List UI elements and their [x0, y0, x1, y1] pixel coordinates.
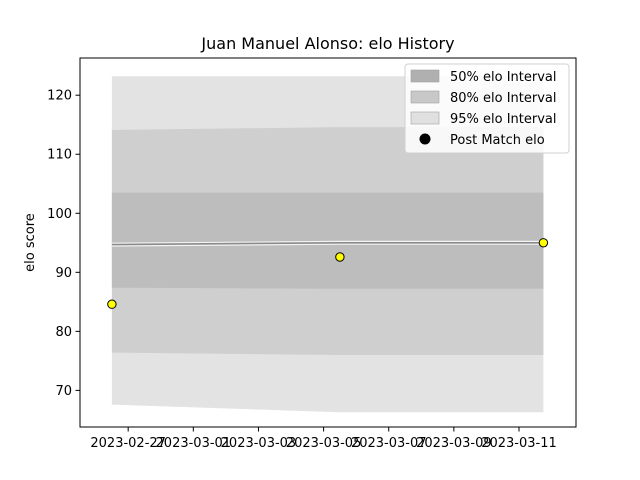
- y-tick-label: 70: [55, 384, 72, 399]
- median-line-group: [112, 243, 544, 245]
- y-tick-label: 100: [47, 207, 72, 222]
- chart-title: Juan Manuel Alonso: elo History: [200, 34, 454, 53]
- legend-marker-point: [420, 134, 431, 145]
- legend: 50% elo Interval 80% elo Interval 95% elo …: [405, 64, 569, 153]
- legend-label: Post Match elo: [450, 133, 545, 148]
- legend-patch: [411, 91, 439, 103]
- y-tick-label: 90: [55, 266, 72, 281]
- y-axis-label: elo score: [23, 213, 38, 272]
- legend-label: 95% elo Interval: [450, 112, 557, 127]
- y-tick-label: 80: [55, 325, 72, 340]
- post-match-point: [108, 300, 116, 308]
- y-tick-label: 120: [47, 89, 72, 104]
- legend-patch: [411, 70, 439, 82]
- post-match-point: [539, 239, 547, 247]
- legend-label: 80% elo Interval: [450, 91, 557, 106]
- y-tick-label: 110: [47, 148, 72, 163]
- x-tick-label: 2023-03-11: [481, 436, 557, 451]
- legend-label: 50% elo Interval: [450, 70, 557, 85]
- interval-band-2: [112, 193, 544, 289]
- legend-patch: [411, 112, 439, 124]
- post-match-point: [336, 253, 344, 261]
